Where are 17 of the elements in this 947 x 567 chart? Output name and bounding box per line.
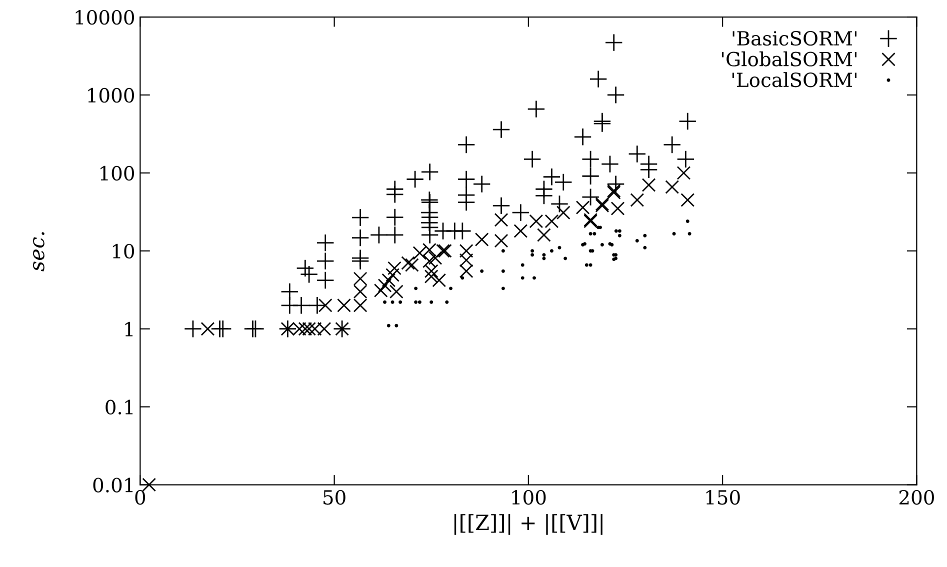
y-tick-label: 0.1 [106,400,133,414]
y-tick-label: 1 [125,322,133,336]
y-tick-label: 1000 [88,88,134,103]
y-axis-title: sec. [32,232,44,272]
y-tick-label: 100 [100,166,134,181]
y-tick-label: 0.01 [93,478,133,492]
legend-label: 'LocalSORM' [732,72,856,88]
x-tick-label: 100 [512,490,546,505]
x-tick-label: 200 [899,490,934,505]
legend-label: 'GlobalSORM' [722,51,856,66]
y-tick-label: 10000 [76,10,134,25]
x-axis-title: |[[Z]]| + |[[V]]| [454,514,602,535]
x-tick-label: 0 [135,490,146,505]
legend-label: 'BasicSORM' [732,30,856,46]
x-tick-label: 150 [706,490,740,505]
y-tick-label: 10 [112,244,134,259]
x-tick-label: 50 [324,490,346,505]
